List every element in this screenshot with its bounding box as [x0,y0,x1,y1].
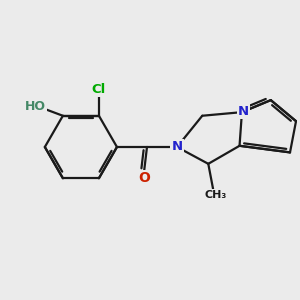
Text: CH₃: CH₃ [204,190,226,200]
Text: Cl: Cl [92,83,106,96]
Text: O: O [138,171,150,184]
Text: HO: HO [25,100,46,113]
Text: N: N [172,140,183,153]
Text: N: N [238,105,249,118]
